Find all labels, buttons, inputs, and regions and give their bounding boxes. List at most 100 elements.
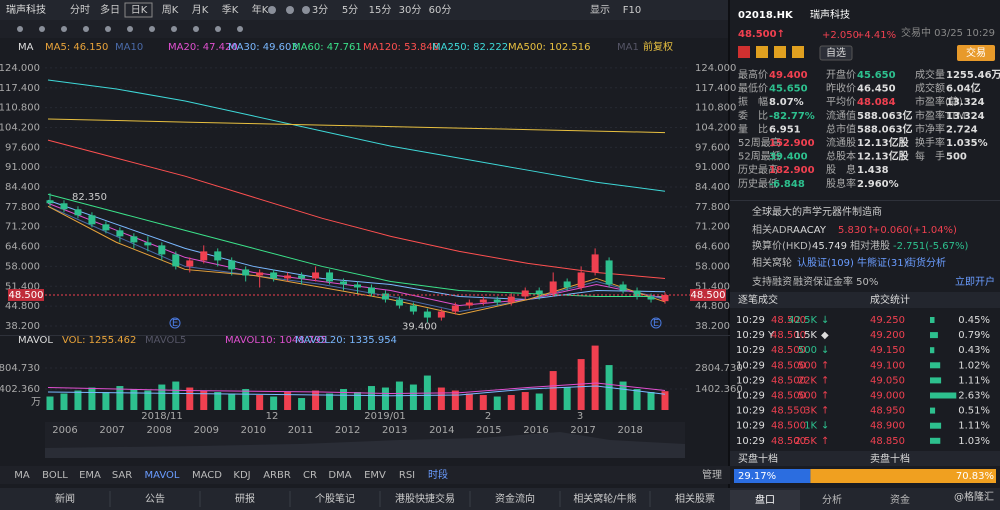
trade-volume: 1K bbox=[804, 421, 817, 432]
warrant-link[interactable]: 牛熊证(31) bbox=[857, 256, 908, 269]
stock-name: 瑞声科技 bbox=[810, 8, 850, 21]
panel-tab[interactable]: 盘口 bbox=[755, 493, 775, 506]
stat-price: 49.100 bbox=[870, 360, 905, 371]
volume-bar bbox=[521, 392, 529, 410]
indicator-tab[interactable]: ARBR bbox=[263, 470, 291, 481]
trade-time: 10:29 bbox=[736, 375, 765, 386]
period-tab[interactable]: 月K bbox=[192, 4, 209, 16]
ma-line bbox=[47, 205, 666, 316]
unit-label: 万 bbox=[31, 397, 41, 408]
f10-button[interactable]: F10 bbox=[623, 5, 641, 16]
indicator-tab[interactable]: KDJ bbox=[233, 470, 250, 481]
candle-body bbox=[479, 299, 487, 303]
event-marker[interactable] bbox=[169, 317, 181, 329]
nav-tab[interactable]: 公告 bbox=[145, 492, 165, 505]
event-marker[interactable] bbox=[650, 317, 662, 329]
indicator-tab[interactable]: BOLL bbox=[42, 470, 68, 481]
vol-label: MAVOL bbox=[18, 335, 53, 346]
candle-body bbox=[88, 215, 96, 225]
indicator-tab[interactable]: EMV bbox=[364, 470, 386, 481]
nav-tab[interactable]: 港股快捷交易 bbox=[395, 492, 455, 505]
stat-value: 152.900 bbox=[769, 138, 815, 149]
nav-tab[interactable]: 研报 bbox=[235, 492, 255, 505]
period-tab[interactable]: 15分 bbox=[369, 4, 392, 16]
candle-body bbox=[661, 295, 669, 302]
panel-tab[interactable]: 分析 bbox=[822, 493, 842, 506]
period-tab[interactable]: 多日 bbox=[100, 3, 120, 16]
period-tab[interactable]: 日K bbox=[131, 5, 148, 16]
indicator-tab[interactable]: DMA bbox=[328, 470, 351, 481]
stat-value: 8.07% bbox=[769, 97, 804, 108]
display-button[interactable]: 显示 bbox=[590, 4, 610, 16]
trade-direction: ↑ bbox=[821, 375, 829, 386]
nav-tab[interactable]: 相关股票 bbox=[675, 492, 715, 505]
watch-button[interactable] bbox=[819, 45, 853, 61]
watch-label[interactable]: 自选 bbox=[826, 46, 846, 59]
trade-price: 48.500 bbox=[771, 375, 806, 386]
panel-tab[interactable]: 资金 bbox=[890, 493, 910, 506]
volume-bar bbox=[465, 393, 473, 410]
indicator-tab[interactable]: EMA bbox=[79, 470, 101, 481]
candle-body bbox=[507, 296, 515, 303]
volume-bar bbox=[298, 398, 306, 410]
current-price-label: 48.500 bbox=[9, 290, 44, 301]
ma-legend-item: MA5: 46.150 bbox=[45, 42, 108, 53]
period-tab[interactable]: 周K bbox=[162, 4, 179, 16]
stat-value: 45.650 bbox=[857, 70, 896, 81]
indicator-tab[interactable]: MAVOL bbox=[145, 470, 180, 481]
margin-ratio: 融资保证金率 50% bbox=[793, 275, 878, 288]
x-tick-label: 2018/11 bbox=[141, 411, 183, 422]
nav-tab[interactable]: 相关窝轮/牛熊 bbox=[573, 492, 636, 505]
year-label: 2008 bbox=[146, 425, 171, 436]
y-tick-label: 110.800 bbox=[695, 103, 736, 114]
stat-value: -82.77% bbox=[769, 111, 815, 122]
high-annotation: 82.350 bbox=[72, 192, 107, 203]
adjust-label[interactable]: 前复权 bbox=[643, 40, 673, 53]
stat-value: 2.724 bbox=[946, 124, 978, 135]
stat-value: 13.324 bbox=[946, 97, 985, 108]
trade-time: 10:29 bbox=[736, 391, 765, 402]
trade-button[interactable] bbox=[957, 45, 995, 61]
indicator-tab[interactable]: MA bbox=[14, 470, 30, 481]
candle-body bbox=[493, 299, 501, 303]
indicator-tab[interactable]: CR bbox=[303, 470, 317, 481]
warrant-link[interactable]: 街货分析 bbox=[906, 256, 946, 269]
sell-pct: 70.83% bbox=[956, 471, 994, 482]
indicator-tab[interactable]: SAR bbox=[112, 470, 132, 481]
warrant-link[interactable]: 认股证(109) bbox=[797, 256, 854, 269]
period-tab[interactable]: 分时 bbox=[70, 4, 90, 16]
y-tick-label: 2804.730 bbox=[695, 363, 743, 374]
period-tab[interactable]: 3分 bbox=[312, 4, 328, 16]
period-tab[interactable]: 60分 bbox=[429, 4, 452, 16]
candle-body bbox=[228, 260, 236, 270]
trade-time: 10:29 Y bbox=[736, 330, 775, 341]
open-account-link[interactable]: 立即开户 bbox=[955, 275, 995, 288]
stat-bar bbox=[930, 362, 941, 369]
volume-bar bbox=[340, 389, 348, 410]
stat-bar bbox=[930, 437, 941, 444]
period-tab[interactable]: 30分 bbox=[399, 4, 422, 16]
trade-direction: ↑ bbox=[821, 391, 829, 402]
stock-tab[interactable]: 瑞声科技 bbox=[6, 3, 46, 16]
nav-tab[interactable]: 个股笔记 bbox=[315, 492, 355, 505]
stat-bar bbox=[930, 377, 942, 384]
period-tab[interactable]: 年K bbox=[252, 3, 269, 16]
indicator-tab[interactable]: RSI bbox=[399, 470, 415, 481]
stock-price: 48.500↑ bbox=[738, 29, 785, 40]
trade-label[interactable]: 交易 bbox=[966, 46, 986, 59]
indicator-tab[interactable]: 时段 bbox=[428, 468, 448, 481]
indicator-tab[interactable]: MACD bbox=[192, 470, 222, 481]
stat-pct: 0.79% bbox=[958, 330, 990, 341]
nav-tab[interactable]: 资金流向 bbox=[495, 492, 535, 505]
volume-bar bbox=[312, 390, 320, 410]
period-tab[interactable]: 季K bbox=[222, 4, 239, 16]
nav-tab[interactable]: 新闻 bbox=[55, 492, 75, 505]
stat-value: 1.035% bbox=[946, 138, 988, 149]
stat-price: 49.250 bbox=[870, 315, 905, 326]
stat-value: 13.324 bbox=[946, 111, 985, 122]
manage-button[interactable]: 管理 bbox=[702, 468, 722, 481]
period-tab[interactable]: 5分 bbox=[342, 4, 358, 16]
candle-body bbox=[214, 251, 222, 261]
